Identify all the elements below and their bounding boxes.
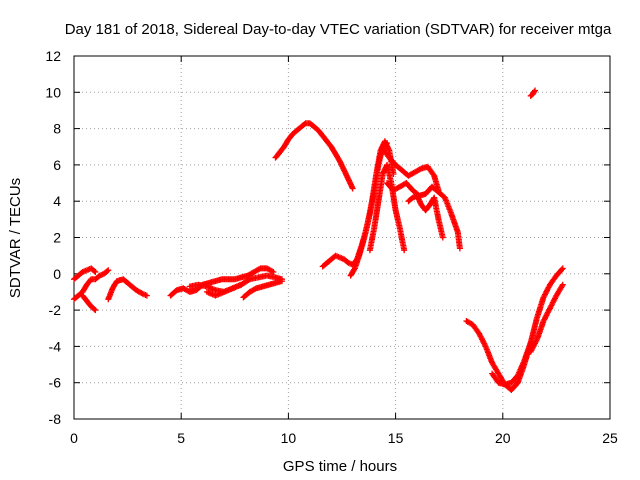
y-axis-label: SDTVAR / TECUs xyxy=(7,178,24,298)
x-tick-label: 25 xyxy=(602,430,618,446)
data-point xyxy=(143,292,150,299)
y-tick-label: 0 xyxy=(53,266,61,282)
data-point xyxy=(91,268,98,275)
data-point xyxy=(92,307,99,314)
series-arc-8 xyxy=(240,278,285,301)
series-arc-13 xyxy=(379,145,442,194)
y-tick-label: 10 xyxy=(45,84,61,100)
data-point xyxy=(401,247,408,254)
y-axis-ticks: -8 -6 -4 -2 0 2 4 6 8 10 12 xyxy=(45,48,610,427)
data-point xyxy=(559,281,566,288)
x-axis-ticks: 0 5 10 15 20 25 xyxy=(70,56,618,446)
data-point xyxy=(558,266,565,273)
series-arc-2 xyxy=(71,267,112,303)
series-arc-15 xyxy=(405,192,446,241)
data-points xyxy=(71,87,566,393)
data-point xyxy=(270,269,277,275)
series-arc-18 xyxy=(527,281,566,355)
series-arc-17 xyxy=(489,339,534,388)
y-tick-label: -6 xyxy=(49,375,62,391)
chart-title: Day 181 of 2018, Sidereal Day-to-day VTE… xyxy=(65,21,612,38)
series-arc-4 xyxy=(105,276,150,303)
data-point xyxy=(430,171,437,178)
y-tick-label: 4 xyxy=(53,193,61,209)
x-tick-label: 20 xyxy=(495,430,511,446)
data-point xyxy=(104,268,111,275)
data-point xyxy=(531,88,538,95)
series-arc-3 xyxy=(79,292,99,314)
series-arc-19 xyxy=(527,87,538,99)
data-point xyxy=(456,245,463,252)
data-point xyxy=(559,265,566,272)
x-tick-label: 0 xyxy=(70,430,78,446)
y-tick-label: 2 xyxy=(53,230,61,246)
y-tick-label: -8 xyxy=(49,411,62,427)
x-tick-label: 15 xyxy=(388,430,404,446)
data-point xyxy=(349,185,356,192)
grid xyxy=(74,56,610,419)
x-tick-label: 10 xyxy=(281,430,297,446)
series-arc-12 xyxy=(366,161,408,254)
y-tick-label: 12 xyxy=(45,48,61,64)
data-point xyxy=(105,267,112,274)
data-point xyxy=(439,234,446,241)
series-arc-7 xyxy=(203,272,285,299)
data-point xyxy=(279,278,285,285)
series-arc-9 xyxy=(272,120,356,192)
series-arc-5 xyxy=(167,265,277,299)
y-tick-label: -2 xyxy=(49,302,62,318)
data-point xyxy=(269,268,276,275)
data-point xyxy=(351,266,358,273)
y-tick-label: 6 xyxy=(53,157,61,173)
data-point xyxy=(92,269,99,275)
series-arc-14 xyxy=(384,180,463,252)
x-axis-label: GPS time / hours xyxy=(283,458,397,475)
series-arc-16 xyxy=(463,265,566,393)
series-arc-1 xyxy=(71,265,99,283)
y-tick-label: 8 xyxy=(53,121,61,137)
data-point xyxy=(91,306,98,313)
data-point xyxy=(532,87,538,94)
x-tick-label: 5 xyxy=(177,430,185,446)
y-tick-label: -4 xyxy=(49,338,62,354)
